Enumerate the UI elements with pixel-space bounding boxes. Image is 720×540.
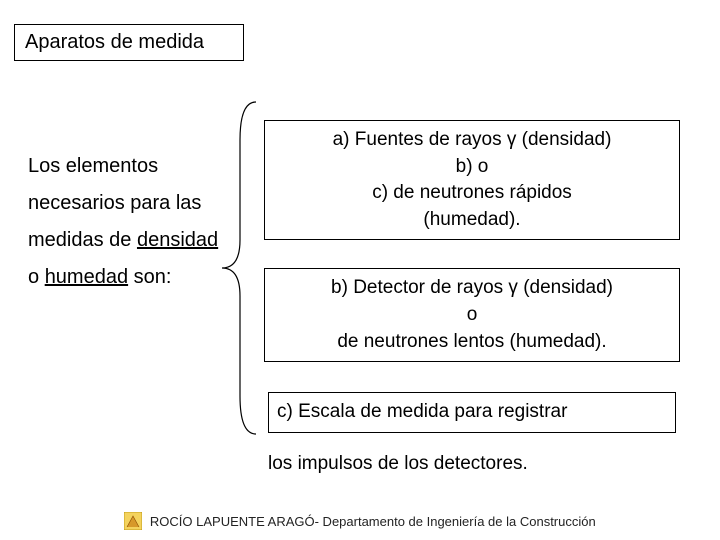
title-box: Aparatos de medida: [14, 24, 244, 61]
title-text: Aparatos de medida: [25, 31, 204, 53]
item-b-line2: o: [275, 302, 669, 329]
intro-text-block: Los elementos necesarios para las medida…: [28, 148, 228, 296]
item-b-line3: de neutrones lentos (humedad).: [275, 329, 669, 356]
item-c-line1: c) Escala de medida para registrar: [268, 392, 676, 432]
intro-underline-2: humedad: [45, 266, 128, 288]
footer: ROCÍO LAPUENTE ARAGÓ- Departamento de In…: [0, 512, 720, 530]
intro-line-3: o: [28, 266, 45, 288]
item-c-line2: los impulsos de los detectores.: [268, 453, 528, 474]
item-b-box: b) Detector de rayos γ (densidad) o de n…: [264, 268, 680, 362]
right-column: a) Fuentes de rayos γ (densidad) b) o c)…: [264, 120, 680, 485]
item-a-box: a) Fuentes de rayos γ (densidad) b) o c)…: [264, 120, 680, 240]
item-c-block: c) Escala de medida para registrar los i…: [264, 390, 680, 485]
footer-logo-icon: [124, 512, 142, 530]
intro-underline-1: densidad: [137, 229, 218, 251]
intro-line-4: son:: [134, 266, 172, 288]
item-b-line1: b) Detector de rayos γ (densidad): [275, 275, 669, 302]
curly-brace-icon: [216, 100, 260, 436]
item-a-line4: (humedad).: [275, 207, 669, 234]
slide: Aparatos de medida Los elementos necesar…: [0, 0, 720, 540]
footer-text: ROCÍO LAPUENTE ARAGÓ- Departamento de In…: [150, 514, 596, 529]
item-a-line1: a) Fuentes de rayos γ (densidad): [275, 127, 669, 154]
item-a-line2: b) o: [275, 154, 669, 181]
item-a-line3: c) de neutrones rápidos: [275, 180, 669, 207]
